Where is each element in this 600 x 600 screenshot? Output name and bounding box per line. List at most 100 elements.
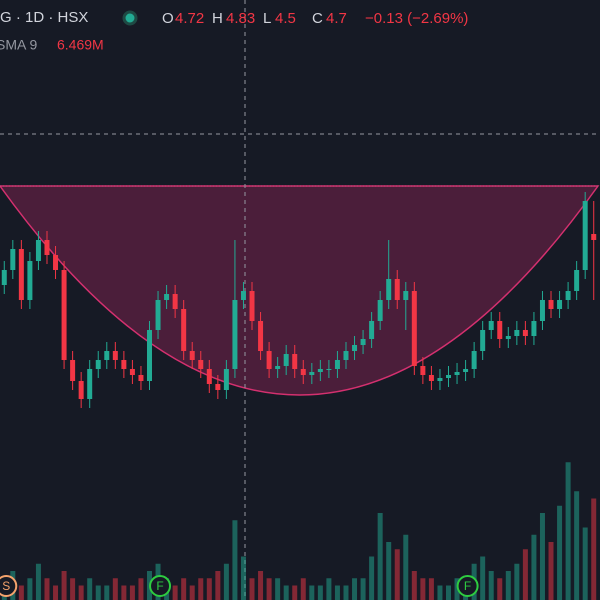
candle-body: [317, 369, 323, 372]
candle-body: [352, 345, 358, 351]
volume-bar: [420, 578, 426, 600]
volume-bar: [582, 527, 588, 600]
candle-body: [147, 330, 152, 381]
volume-bar: [360, 578, 366, 600]
volume-bar: [232, 520, 238, 600]
candle-body: [360, 339, 366, 345]
volume-bar: [181, 578, 187, 600]
event-label: F: [156, 579, 163, 593]
candle-body: [112, 351, 118, 360]
volume-bar: [129, 585, 135, 600]
candle-body: [189, 351, 195, 360]
candle-body: [548, 300, 554, 309]
volume-bar: [403, 534, 409, 600]
volume-bar: [446, 585, 451, 600]
candle-body: [223, 369, 229, 390]
candle-body: [505, 336, 511, 339]
volume-bar: [35, 563, 41, 600]
volume-bar: [394, 549, 400, 600]
candle-body: [35, 240, 41, 261]
candle-body: [343, 351, 349, 360]
volume-bar: [343, 585, 349, 600]
candle-body: [557, 300, 563, 309]
volume-bar: [309, 585, 315, 600]
market-status: [122, 10, 138, 26]
volume-bar: [557, 505, 563, 600]
volume-bar: [223, 563, 229, 600]
candle-body: [18, 249, 24, 300]
candle-body: [454, 372, 460, 375]
volume-bar: [112, 578, 118, 600]
event-marker: [0, 575, 18, 597]
volume-bar: [266, 578, 272, 600]
candle-body: [309, 372, 315, 375]
volume-bar: [249, 578, 255, 600]
volume-bar: [386, 542, 392, 600]
candle-body: [61, 270, 67, 360]
volume-bar: [411, 571, 417, 600]
candle-body: [87, 369, 93, 399]
candle-body: [403, 291, 409, 300]
volume-bar: [369, 556, 375, 600]
volume-bar: [539, 513, 545, 600]
volume-bar: [275, 578, 281, 600]
volume-bar: [565, 462, 571, 600]
candle-body: [266, 351, 272, 369]
sma-value: 6.469M: [57, 37, 104, 53]
close-label: C: [312, 10, 323, 27]
volume-bar: [480, 556, 486, 600]
volume-bar: [334, 585, 340, 600]
candle-body: [258, 321, 264, 351]
candle-body: [480, 330, 486, 351]
volume-bar: [70, 578, 76, 600]
candle-body: [232, 300, 238, 369]
volume-bar: [531, 534, 537, 600]
volume-bar: [292, 585, 298, 600]
candle-body: [240, 291, 246, 300]
volume-bar: [206, 578, 212, 600]
volume-bar: [44, 578, 50, 600]
candle-body: [522, 330, 528, 336]
candle-body: [326, 369, 332, 370]
volume-bar: [138, 578, 144, 600]
volume-bar: [27, 578, 33, 600]
candle-body: [95, 360, 101, 369]
volume-bar: [326, 578, 332, 600]
volume-bar: [240, 556, 246, 600]
open-value: 4.72: [175, 10, 204, 27]
event-marker: [149, 575, 172, 597]
candle-body: [394, 279, 400, 300]
candle-body: [198, 360, 204, 369]
volume-bar: [95, 585, 101, 600]
candle-body: [369, 321, 375, 339]
cup-pattern: [0, 185, 600, 396]
candle-body: [531, 321, 537, 336]
low-value: 4.5: [275, 10, 296, 27]
candle-body: [1, 270, 7, 285]
volume-bar: [574, 491, 580, 600]
candle-body: [334, 360, 340, 369]
volume-bar: [189, 585, 195, 600]
volume-bar: [377, 513, 383, 600]
high-value: 4.83: [226, 10, 255, 27]
volume-bar: [198, 578, 204, 600]
volume-bar: [548, 542, 554, 600]
candle-body: [10, 249, 16, 270]
candle-body: [591, 234, 597, 240]
symbol: G · 1D · HSX: [0, 9, 88, 26]
candle-body: [574, 270, 580, 291]
volume-bar: [317, 585, 323, 600]
volume-bar: [283, 585, 289, 600]
candle-body: [129, 369, 135, 375]
volume-bar: [61, 571, 67, 600]
candle-body: [215, 384, 221, 390]
candle-body: [181, 309, 187, 351]
volume-bar: [78, 585, 84, 600]
volume-bar: [258, 571, 264, 600]
volume-bar: [53, 585, 59, 600]
volume-bar: [172, 585, 178, 600]
open-label: O: [162, 10, 174, 27]
candle-body: [206, 369, 212, 384]
